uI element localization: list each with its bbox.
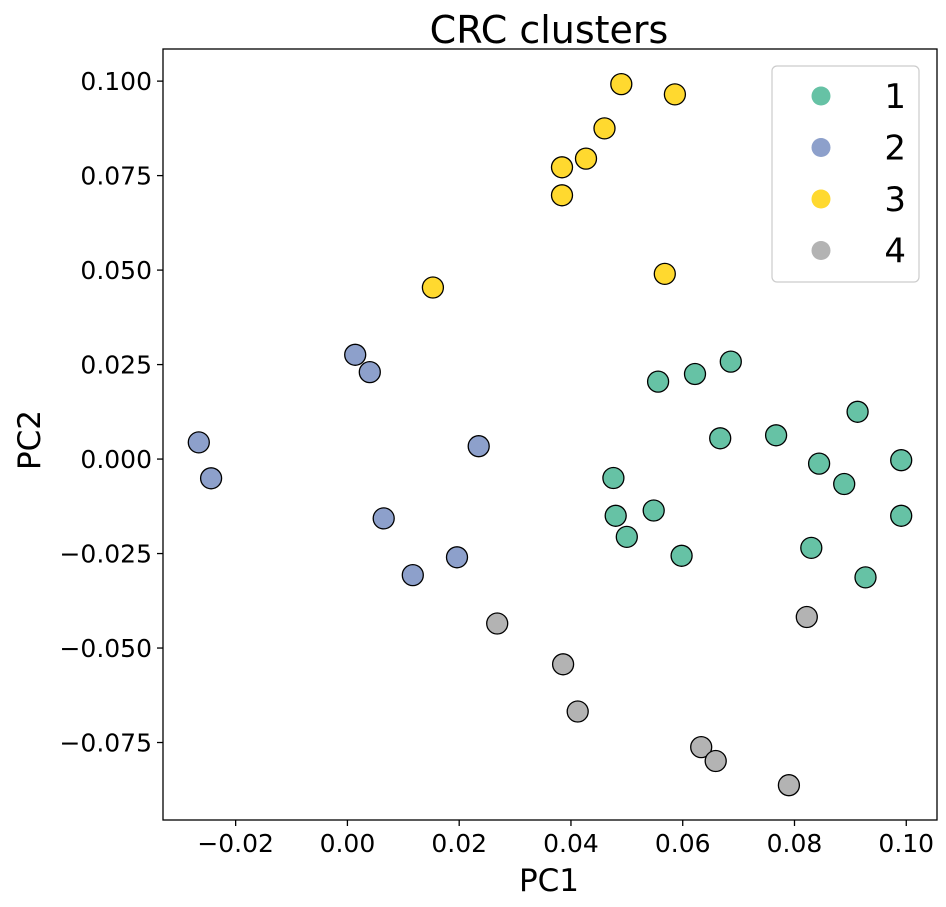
y-tick-label: 0.025 bbox=[80, 351, 152, 380]
data-point-series-3 bbox=[550, 156, 574, 179]
legend-marker bbox=[811, 86, 831, 106]
data-point-series-1 bbox=[764, 424, 788, 447]
data-point-series-4 bbox=[795, 605, 818, 629]
data-point-series-2 bbox=[358, 360, 381, 384]
data-point-series-3 bbox=[593, 117, 616, 140]
data-point-series-1 bbox=[890, 449, 913, 472]
data-point-series-2 bbox=[445, 546, 469, 569]
data-point-series-1 bbox=[642, 499, 665, 522]
x-tick-label: 0.02 bbox=[431, 829, 487, 858]
data-point-series-3 bbox=[421, 276, 445, 299]
data-point-series-4 bbox=[551, 653, 575, 676]
x-tick-label: 0.08 bbox=[767, 829, 823, 858]
legend-label: 1 bbox=[884, 77, 906, 117]
data-point-series-2 bbox=[372, 507, 395, 530]
data-point-series-1 bbox=[709, 427, 732, 450]
y-tick-label: 0.100 bbox=[80, 67, 152, 96]
y-tick-label: −0.050 bbox=[59, 634, 152, 663]
data-point-series-2 bbox=[187, 431, 210, 454]
legend: 1 2 3 4 bbox=[771, 65, 920, 283]
x-tick-label: 0.10 bbox=[878, 829, 934, 858]
data-point-series-1 bbox=[890, 504, 913, 527]
y-tick-label: 0.000 bbox=[80, 445, 152, 474]
plot-points bbox=[187, 72, 913, 797]
y-tick-label: 0.075 bbox=[80, 162, 152, 191]
data-point-series-1 bbox=[602, 466, 625, 490]
data-point-series-4 bbox=[704, 749, 727, 773]
data-point-series-2 bbox=[401, 563, 424, 587]
chart-title: CRC clusters bbox=[430, 8, 669, 52]
x-tick-label: 0.06 bbox=[655, 829, 711, 858]
legend-marker bbox=[811, 138, 831, 157]
data-point-series-3 bbox=[574, 147, 598, 170]
legend-label: 4 bbox=[884, 232, 906, 272]
data-point-series-1 bbox=[670, 544, 693, 567]
data-point-series-4 bbox=[690, 735, 713, 759]
x-axis-label: PC1 bbox=[519, 863, 579, 899]
legend-marker bbox=[811, 189, 831, 209]
legend-box bbox=[771, 65, 920, 283]
data-point-series-1 bbox=[719, 350, 742, 373]
data-point-series-3 bbox=[653, 262, 676, 286]
data-point-series-1 bbox=[615, 525, 638, 549]
data-point-series-4 bbox=[777, 774, 801, 797]
legend-marker bbox=[811, 241, 831, 260]
data-point-series-1 bbox=[800, 536, 823, 560]
legend-label: 2 bbox=[884, 129, 906, 169]
y-tick-label: −0.025 bbox=[59, 540, 152, 569]
data-point-series-3 bbox=[550, 184, 574, 207]
y-tick-label: 0.050 bbox=[80, 256, 152, 285]
data-point-series-1 bbox=[683, 362, 707, 386]
data-point-series-3 bbox=[610, 72, 633, 96]
x-tick-label: 0.00 bbox=[320, 829, 376, 858]
y-tick-label: −0.075 bbox=[59, 729, 152, 758]
data-point-series-2 bbox=[199, 467, 223, 490]
x-tick-label: 0.04 bbox=[543, 829, 599, 858]
legend-label: 3 bbox=[884, 180, 906, 220]
data-point-series-2 bbox=[344, 343, 367, 366]
data-point-series-1 bbox=[807, 452, 831, 475]
data-point-series-1 bbox=[604, 504, 627, 527]
axis-ticks: −0.02 0.00 0.02 0.04 0.06 0.08 0.10 −0.075 −0.05… bbox=[59, 67, 934, 858]
data-point-series-1 bbox=[833, 472, 856, 496]
plot-frame bbox=[162, 48, 938, 821]
data-point-series-1 bbox=[646, 370, 670, 393]
x-tick-label: −0.02 bbox=[197, 829, 274, 858]
data-point-series-2 bbox=[467, 435, 490, 458]
y-axis-label: PC2 bbox=[12, 410, 48, 470]
data-point-series-4 bbox=[566, 700, 589, 723]
data-point-series-1 bbox=[846, 400, 869, 423]
data-point-series-1 bbox=[854, 566, 877, 589]
data-point-series-3 bbox=[663, 83, 687, 106]
data-point-series-4 bbox=[486, 612, 509, 635]
